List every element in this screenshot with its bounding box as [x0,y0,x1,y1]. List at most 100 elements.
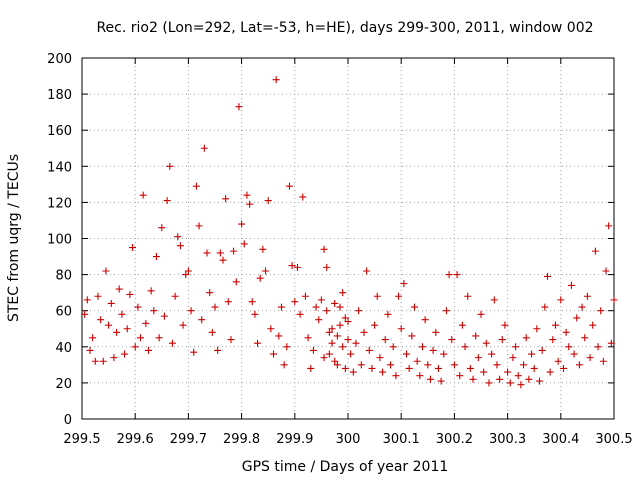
data-point [575,361,583,369]
data-point [599,357,607,365]
data-point [368,364,376,372]
data-point [174,233,182,241]
data-point [365,346,373,354]
data-point [222,195,230,203]
data-point [488,350,496,358]
data-point [251,310,259,318]
data-point [530,364,538,372]
x-tick-label: 299.8 [223,432,260,447]
data-point [235,103,243,111]
data-point [200,144,208,152]
data-point [509,354,517,362]
x-tick-label: 300.5 [595,432,632,447]
data-point [392,372,400,380]
data-point [243,191,251,199]
axis-ticks: 299.5 299.6 299.7 299.8 299.9 300 300.1 300.2 30… [47,52,632,447]
data-point [203,249,211,257]
y-tick-label: 60 [55,305,72,320]
data-point [216,249,224,257]
data-point [557,296,565,304]
data-point [602,267,610,275]
data-point [107,299,115,307]
data-point [105,321,113,329]
data-point [299,193,307,201]
y-tick-label: 140 [47,160,72,175]
data-point [570,350,578,358]
x-axis-label: GPS time / Days of year 2011 [242,459,449,475]
data-point [118,310,126,318]
data-point [145,346,152,354]
data-point [381,336,389,344]
data-point [376,354,384,362]
data-point [472,332,480,340]
data-point [264,197,272,205]
x-tick-label: 300.2 [436,432,473,447]
data-point [363,267,371,275]
data-point [336,321,344,329]
data-point [131,343,139,351]
data-point [288,262,296,270]
data-point [528,350,536,358]
data-point [219,256,227,264]
data-point [389,343,397,351]
data-point [179,321,187,329]
data-point [544,272,551,280]
data-point [395,292,403,300]
data-point [456,372,464,380]
data-point [331,299,339,307]
data-point [339,343,347,351]
data-point [355,307,363,315]
data-point [581,334,589,342]
data-point [307,364,315,372]
data-point [158,224,166,232]
data-point [94,292,102,300]
data-point [512,343,520,351]
data-point [270,350,278,358]
data-point [163,197,171,205]
data-point [477,310,485,318]
data-point [437,377,445,385]
data-point [536,377,544,385]
data-point [304,334,312,342]
data-point [293,263,301,271]
data-point [341,364,349,372]
data-point [485,379,493,387]
data-point [594,343,602,351]
data-point [493,361,501,369]
data-point [262,267,270,275]
y-tick-label: 200 [47,52,72,67]
data-point [450,361,458,369]
data-point [373,292,381,300]
y-tick-label: 180 [47,88,72,103]
data-point [426,375,434,383]
data-point [317,296,325,304]
data-point [387,361,395,369]
data-point [320,245,328,253]
data-point [328,325,336,333]
data-point [605,222,613,230]
data-point [520,361,528,369]
data-point [559,364,567,372]
chart-title: Rec. rio2 (Lon=292, Lat=-53, h=HE), days… [96,20,593,36]
data-point [538,346,546,354]
data-point [578,303,586,311]
data-point [562,328,570,336]
data-point [110,354,118,362]
data-point [97,316,105,324]
data-point [259,245,267,253]
data-point [413,357,421,365]
x-tick-label: 299.9 [276,432,313,447]
data-point [397,325,405,333]
data-point [474,354,482,362]
data-point [224,298,232,306]
data-point [272,76,280,84]
data-point [429,346,437,354]
y-tick-label: 20 [55,377,72,392]
y-tick-label: 40 [55,341,72,356]
data-point [278,303,285,311]
data-point [230,247,238,255]
data-point [504,368,512,376]
data-point [344,318,352,326]
data-point [480,368,488,376]
data-point [589,321,597,329]
